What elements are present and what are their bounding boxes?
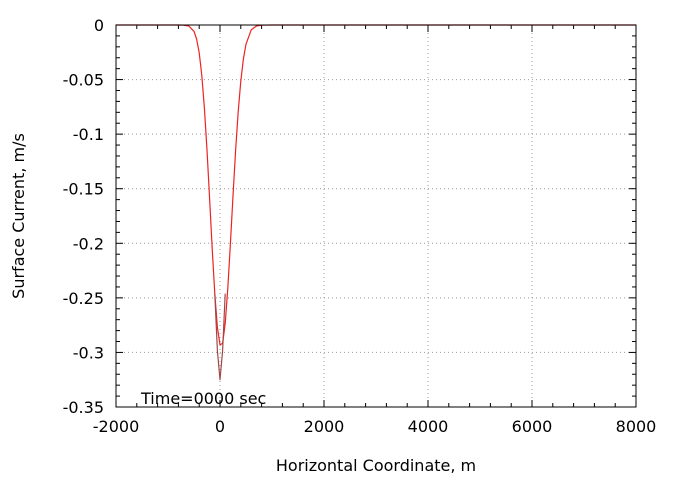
- x-axis-title: Horizontal Coordinate, m: [276, 456, 476, 475]
- y-tick-labels: 0 -0.05 -0.1 -0.15 -0.2 -0.25 -0.3 -0.35: [63, 16, 104, 417]
- series-line-1: [116, 24, 636, 346]
- series-layer: [116, 24, 636, 381]
- y-tick-label: -0.15: [63, 180, 104, 199]
- y-tick-label: 0: [94, 16, 104, 35]
- grid-lines: [116, 25, 636, 407]
- y-tick-label: -0.3: [73, 343, 104, 362]
- x-tick-label: 4000: [408, 417, 449, 436]
- axis-ticks: [115, 24, 637, 408]
- time-annotation: Time=0000 sec: [140, 389, 266, 408]
- x-tick-label: 2000: [304, 417, 345, 436]
- x-tick-label: 8000: [616, 417, 657, 436]
- y-tick-label: -0.1: [73, 125, 104, 144]
- y-axis-title: Surface Current, m/s: [9, 133, 28, 299]
- series-line-2: [214, 293, 226, 381]
- x-tick-labels: -2000 0 2000 4000 6000 8000: [93, 417, 657, 436]
- y-tick-label: -0.35: [63, 398, 104, 417]
- y-tick-label: -0.05: [63, 71, 104, 90]
- x-tick-label: 6000: [512, 417, 553, 436]
- x-tick-label: 0: [215, 417, 225, 436]
- y-tick-label: -0.25: [63, 289, 104, 308]
- x-tick-label: -2000: [93, 417, 140, 436]
- plot-frame: [115, 24, 637, 408]
- y-tick-label: -0.2: [73, 234, 104, 253]
